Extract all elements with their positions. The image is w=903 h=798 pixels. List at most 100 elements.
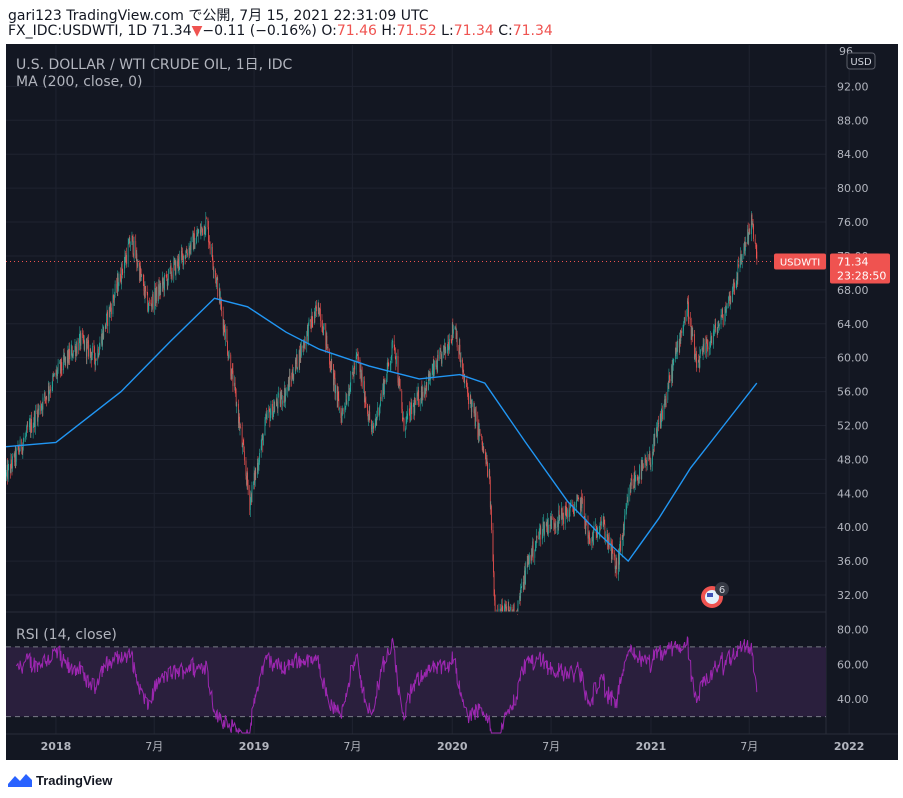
candle-body[interactable] — [349, 385, 351, 393]
candle-body[interactable] — [418, 390, 419, 405]
candle-body[interactable] — [500, 612, 502, 613]
candle-body[interactable] — [197, 233, 199, 237]
candle-body[interactable] — [390, 360, 392, 364]
candle-body[interactable] — [190, 237, 192, 251]
candle-body[interactable] — [581, 498, 583, 509]
candle-body[interactable] — [524, 570, 526, 584]
candle-body[interactable] — [159, 285, 161, 292]
candle-body[interactable] — [724, 314, 726, 326]
candle-body[interactable] — [422, 392, 424, 397]
candle-body[interactable] — [217, 278, 219, 297]
candle-body[interactable] — [508, 605, 510, 612]
candle-body[interactable] — [164, 274, 165, 291]
candle-body[interactable] — [52, 375, 54, 376]
candle-body[interactable] — [360, 368, 361, 373]
candle-body[interactable] — [132, 237, 134, 255]
candle-body[interactable] — [684, 317, 685, 321]
candle-body[interactable] — [308, 319, 310, 323]
candle-body[interactable] — [204, 225, 206, 234]
candle-body[interactable] — [433, 363, 435, 375]
candle-body[interactable] — [346, 399, 347, 405]
candle-body[interactable] — [189, 248, 190, 254]
candle-body[interactable] — [59, 362, 61, 364]
candle-body[interactable] — [383, 381, 385, 395]
candle-body[interactable] — [415, 400, 416, 405]
candle-body[interactable] — [7, 464, 8, 480]
candle-body[interactable] — [68, 349, 69, 363]
candle-body[interactable] — [603, 520, 605, 524]
candle-body[interactable] — [554, 523, 556, 528]
candle-body[interactable] — [205, 218, 207, 232]
candle-body[interactable] — [101, 334, 102, 344]
candle-body[interactable] — [356, 353, 358, 356]
candle-body[interactable] — [420, 398, 422, 406]
candle-body[interactable] — [318, 313, 320, 316]
candle-body[interactable] — [269, 410, 271, 421]
candle-body[interactable] — [89, 348, 91, 357]
candle-body[interactable] — [401, 408, 403, 418]
candle-body[interactable] — [364, 398, 366, 402]
candle-body[interactable] — [23, 441, 24, 444]
candle-body[interactable] — [379, 404, 381, 408]
candle-body[interactable] — [739, 264, 741, 267]
candle-body[interactable] — [725, 308, 726, 315]
candle-body[interactable] — [258, 462, 260, 465]
candle-body[interactable] — [155, 295, 157, 303]
candle-body[interactable] — [9, 465, 11, 473]
candle-body[interactable] — [46, 396, 48, 401]
candle-body[interactable] — [591, 537, 593, 544]
candle-body[interactable] — [65, 356, 67, 361]
candle-body[interactable] — [478, 423, 480, 436]
candle-body[interactable] — [14, 453, 16, 463]
candle-body[interactable] — [667, 385, 669, 389]
candle-body[interactable] — [181, 250, 182, 257]
candle-body[interactable] — [171, 274, 173, 279]
candle-body[interactable] — [448, 349, 450, 351]
candle-body[interactable] — [741, 260, 742, 262]
candle-body[interactable] — [417, 392, 418, 397]
candle-body[interactable] — [114, 294, 115, 300]
candle-body[interactable] — [384, 379, 386, 383]
candle-body[interactable] — [253, 481, 254, 486]
candle-body[interactable] — [644, 458, 646, 468]
candle-body[interactable] — [620, 541, 621, 551]
candle-body[interactable] — [10, 459, 12, 473]
candle-body[interactable] — [471, 403, 473, 412]
candle-body[interactable] — [281, 392, 283, 405]
candle-body[interactable] — [675, 348, 677, 354]
candle-body[interactable] — [249, 500, 251, 510]
candle-body[interactable] — [314, 311, 315, 324]
candle-body[interactable] — [147, 293, 149, 311]
candle-body[interactable] — [585, 520, 587, 530]
candle-body[interactable] — [274, 406, 276, 412]
candle-body[interactable] — [143, 274, 144, 282]
candle-body[interactable] — [539, 529, 541, 535]
candle-body[interactable] — [78, 342, 80, 351]
candle-body[interactable] — [250, 494, 252, 501]
candle-body[interactable] — [71, 346, 73, 358]
candle-body[interactable] — [190, 244, 191, 251]
candle-body[interactable] — [18, 445, 19, 450]
candle-body[interactable] — [341, 411, 343, 423]
candle-body[interactable] — [113, 295, 114, 299]
candle-body[interactable] — [676, 347, 678, 352]
candle-body[interactable] — [391, 355, 392, 361]
candle-body[interactable] — [173, 261, 175, 264]
candle-body[interactable] — [638, 477, 640, 479]
candle-body[interactable] — [308, 322, 309, 341]
candle-body[interactable] — [171, 274, 172, 277]
candle-body[interactable] — [32, 426, 34, 433]
candle-body[interactable] — [607, 534, 608, 543]
candle-body[interactable] — [726, 303, 728, 309]
candle-body[interactable] — [630, 479, 632, 493]
candle-body[interactable] — [669, 378, 671, 381]
candle-body[interactable] — [112, 295, 114, 315]
candle-body[interactable] — [300, 345, 302, 356]
candle-body[interactable] — [302, 345, 304, 349]
candle-body[interactable] — [569, 505, 571, 512]
candle-body[interactable] — [34, 410, 36, 428]
candle-body[interactable] — [510, 606, 511, 611]
candle-body[interactable] — [732, 287, 734, 292]
candle-body[interactable] — [425, 388, 427, 394]
candle-body[interactable] — [258, 464, 259, 470]
